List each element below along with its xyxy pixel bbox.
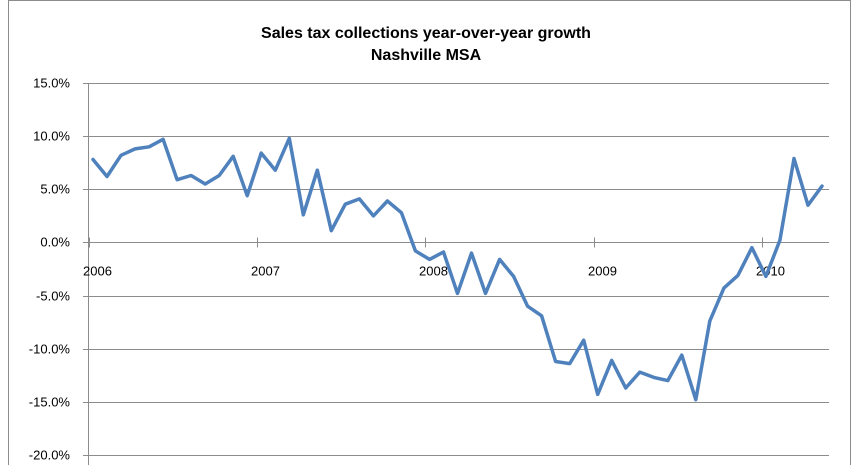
y-tick-label: 5.0% <box>40 182 70 197</box>
data-point <box>372 214 375 217</box>
y-tick-label: 10.0% <box>33 129 70 144</box>
data-point <box>807 204 810 207</box>
data-point <box>330 229 333 232</box>
data-point <box>793 157 796 160</box>
data-point <box>512 275 515 278</box>
data-point <box>568 362 571 365</box>
data-point <box>344 203 347 206</box>
data-point <box>652 376 655 379</box>
gridlines <box>88 83 829 456</box>
data-point <box>498 258 501 261</box>
y-tick-label: -10.0% <box>29 342 71 357</box>
data-point <box>624 387 627 390</box>
x-tick-label: 2008 <box>419 264 448 279</box>
data-point <box>722 287 725 290</box>
data-point <box>708 320 711 323</box>
data-point <box>176 178 179 181</box>
data-point <box>596 393 599 396</box>
y-tick-label: 0.0% <box>40 235 70 250</box>
x-tick-label: 2007 <box>251 264 280 279</box>
data-point <box>92 158 95 161</box>
data-point <box>554 360 557 363</box>
data-point <box>484 292 487 295</box>
data-point <box>764 275 767 278</box>
data-point <box>190 174 193 177</box>
data-point <box>274 169 277 172</box>
data-point <box>204 183 207 186</box>
data-point <box>442 251 445 254</box>
data-point <box>148 145 151 148</box>
data-point <box>694 398 697 401</box>
data-point <box>218 174 221 177</box>
data-point <box>288 137 291 140</box>
data-point <box>414 249 417 252</box>
data-point <box>246 194 249 197</box>
data-point <box>582 339 585 342</box>
chart-title: Sales tax collections year-over-year gro… <box>261 25 591 42</box>
axes <box>83 83 763 465</box>
data-point <box>162 138 165 141</box>
data-point <box>386 200 389 203</box>
data-point <box>260 152 263 155</box>
data-point <box>302 213 305 216</box>
data-point <box>316 169 319 172</box>
data-point <box>134 147 137 150</box>
y-axis-tick-labels: 15.0% 10.0% 5.0% 0.0% -5.0% -10.0% -15.0% -20.0… <box>29 76 71 463</box>
data-point <box>750 246 753 249</box>
data-point <box>610 359 613 362</box>
chart-subtitle: Nashville MSA <box>370 47 482 64</box>
y-tick-label: -20.0% <box>29 448 71 463</box>
y-tick-label: -15.0% <box>29 395 71 410</box>
data-point <box>540 314 543 317</box>
data-point <box>120 154 123 157</box>
x-axis-tick-labels: 2006 2007 2008 2009 2010 <box>83 264 785 279</box>
x-tick-label: 2006 <box>83 264 112 279</box>
y-tick-label: -5.0% <box>36 289 70 304</box>
data-point <box>666 379 669 382</box>
y-tick-label: 15.0% <box>33 76 70 91</box>
data-point <box>778 239 781 242</box>
data-point <box>456 292 459 295</box>
data-point <box>106 175 109 178</box>
series-line <box>91 136 824 402</box>
data-point <box>428 258 431 261</box>
data-point <box>400 211 403 214</box>
data-point <box>470 252 473 255</box>
data-point <box>638 371 641 374</box>
data-point <box>232 155 235 158</box>
data-point <box>821 185 824 188</box>
data-point <box>680 354 683 357</box>
data-point <box>526 305 529 308</box>
x-tick-label: 2009 <box>588 264 617 279</box>
data-point <box>736 274 739 277</box>
data-point <box>358 197 361 200</box>
chart-frame <box>8 0 851 465</box>
series-layer <box>91 136 824 402</box>
